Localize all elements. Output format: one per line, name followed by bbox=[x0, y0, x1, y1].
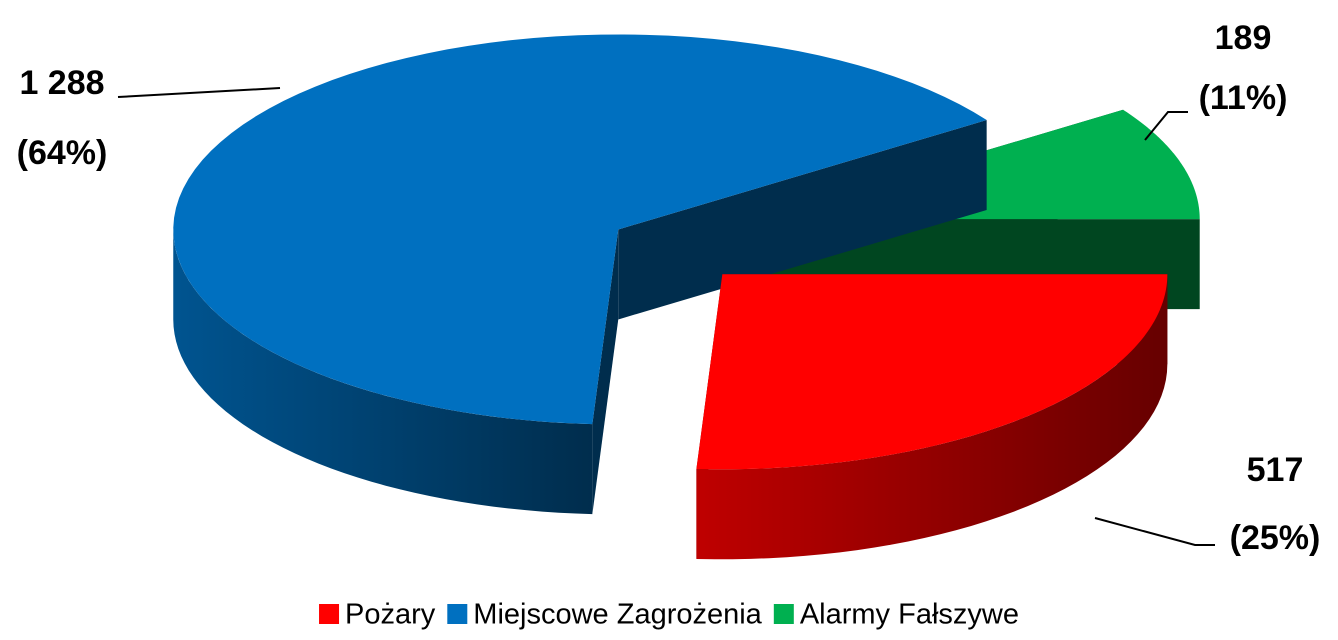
leader-line bbox=[1144, 111, 1188, 141]
percent-label: (25%) bbox=[1230, 519, 1321, 557]
percent-label: (64%) bbox=[17, 134, 108, 172]
percent-label: (11%) bbox=[1199, 79, 1288, 117]
leader-line bbox=[1094, 517, 1215, 546]
slice bbox=[173, 34, 987, 515]
slice-side bbox=[592, 229, 619, 515]
slice-wall bbox=[173, 229, 593, 515]
leader-line bbox=[117, 87, 281, 98]
data-label: 517 bbox=[1247, 451, 1304, 489]
legend-swatch bbox=[773, 604, 794, 624]
legend: Pożary Miejscowe Zagrożenia Alarmy Fałszyw… bbox=[319, 599, 1019, 631]
slice-wall bbox=[696, 274, 1168, 560]
slice-top bbox=[173, 34, 987, 425]
data-label: 1 288 bbox=[19, 64, 104, 102]
legend-swatch bbox=[319, 604, 340, 624]
legend-label: Pożary bbox=[345, 599, 436, 631]
legend-label: Miejscowe Zagrożenia bbox=[473, 599, 762, 631]
data-label: 189 bbox=[1215, 19, 1272, 57]
legend-label: Alarmy Fałszywe bbox=[800, 599, 1019, 631]
legend-swatch bbox=[447, 604, 468, 624]
slice-side bbox=[618, 120, 987, 320]
slice-top bbox=[696, 274, 1168, 470]
slice bbox=[696, 274, 1168, 560]
